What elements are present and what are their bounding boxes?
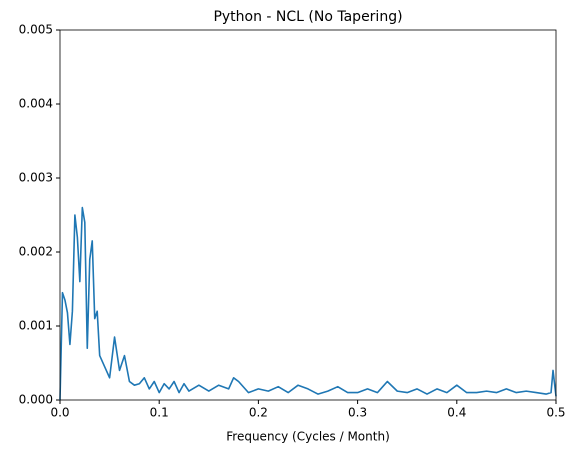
chart-title: Python - NCL (No Tapering) [213,9,402,25]
x-tick-label: 0.2 [249,406,268,420]
y-tick-label: 0.001 [19,319,53,333]
plot-frame [59,29,557,401]
x-tick-label: 0.0 [50,406,69,420]
line-series [59,206,557,401]
y-tick-label: 0.002 [19,245,53,259]
y-tick-label: 0.000 [19,393,53,407]
x-tick-label: 0.4 [447,406,466,420]
y-tick-label: 0.004 [19,97,53,111]
y-tick-label: 0.005 [19,23,53,37]
x-tick-label: 0.5 [546,406,565,420]
x-tick-label: 0.3 [348,406,367,420]
x-axis-label: Frequency (Cycles / Month) [226,430,390,444]
x-tick-label: 0.1 [150,406,169,420]
y-tick-label: 0.003 [19,171,53,185]
